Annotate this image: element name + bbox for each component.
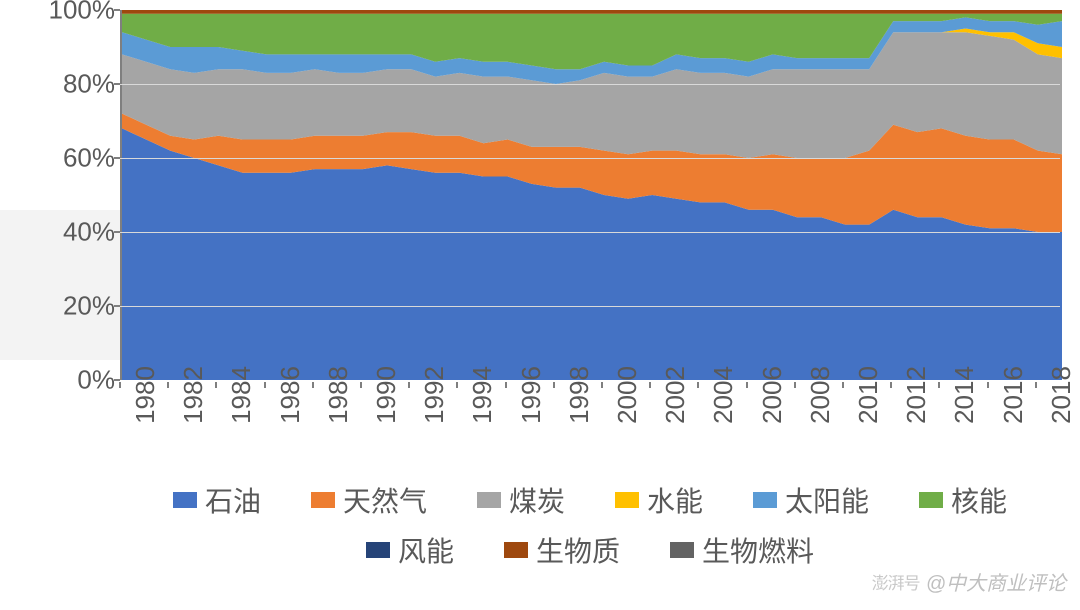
stacked-area-svg [122, 10, 1062, 380]
legend-label: 石油 [205, 480, 261, 520]
x-tick-label: 2018 [1046, 366, 1077, 424]
legend-swatch [670, 542, 694, 558]
y-tick-label: 60% [15, 143, 115, 174]
legend-swatch [919, 492, 943, 508]
legend-swatch [504, 542, 528, 558]
legend-item: 风能 [366, 530, 454, 570]
x-tick-label: 1994 [467, 366, 498, 424]
y-tick-label: 0% [15, 365, 115, 396]
footer-text: @中大商业评论 [926, 567, 1066, 596]
area-7 [122, 10, 1062, 14]
x-tick-label: 2014 [949, 366, 980, 424]
x-tick-label: 2000 [612, 366, 643, 424]
x-tick-label: 1998 [564, 366, 595, 424]
legend-label: 生物质 [536, 530, 620, 570]
x-tick-label: 2002 [660, 366, 691, 424]
legend-label: 水能 [647, 480, 703, 520]
x-tick-label: 2004 [708, 366, 739, 424]
x-tick-label: 1990 [371, 366, 402, 424]
legend-label: 生物燃料 [702, 530, 814, 570]
chart-container: 中大咨询集团 MANAGEMENT PROFESSIONAL GROUP 0%2… [0, 0, 1080, 610]
legend-item: 水能 [615, 480, 703, 520]
legend-swatch [311, 492, 335, 508]
x-tick-label: 1980 [130, 366, 161, 424]
x-tick-label: 2012 [901, 366, 932, 424]
legend-swatch [615, 492, 639, 508]
legend-item: 生物质 [504, 530, 620, 570]
footer-logo: 澎湃号 [872, 569, 920, 594]
legend-label: 煤炭 [509, 480, 565, 520]
x-tick-label: 1986 [275, 366, 306, 424]
legend-swatch [366, 542, 390, 558]
legend-label: 风能 [398, 530, 454, 570]
x-tick-label: 1988 [323, 366, 354, 424]
legend-item: 核能 [919, 480, 1007, 520]
y-tick-label: 20% [15, 291, 115, 322]
legend-swatch [753, 492, 777, 508]
x-tick-label: 2008 [805, 366, 836, 424]
y-tick-label: 100% [15, 0, 115, 26]
legend-swatch [173, 492, 197, 508]
legend-item: 天然气 [311, 480, 427, 520]
legend-label: 核能 [951, 480, 1007, 520]
y-tick-label: 40% [15, 217, 115, 248]
x-tick-label: 1996 [516, 366, 547, 424]
x-tick-label: 1984 [226, 366, 257, 424]
legend-label: 天然气 [343, 480, 427, 520]
legend-swatch [477, 492, 501, 508]
x-tick-label: 1992 [419, 366, 450, 424]
x-tick-label: 2010 [853, 366, 884, 424]
legend-label: 太阳能 [785, 480, 869, 520]
legend-item: 石油 [173, 480, 261, 520]
x-tick-label: 2006 [757, 366, 788, 424]
footer-credit: 澎湃号 @中大商业评论 [872, 567, 1066, 596]
x-tick-label: 2016 [998, 366, 1029, 424]
x-tick-label: 1982 [178, 366, 209, 424]
legend-item: 煤炭 [477, 480, 565, 520]
legend-item: 生物燃料 [670, 530, 814, 570]
y-tick-label: 80% [15, 69, 115, 100]
legend: 石油 天然气 煤炭 水能 太阳能 核能风能 生物质 生物燃料 [120, 480, 1060, 570]
legend-item: 太阳能 [753, 480, 869, 520]
plot-area [120, 10, 1060, 380]
